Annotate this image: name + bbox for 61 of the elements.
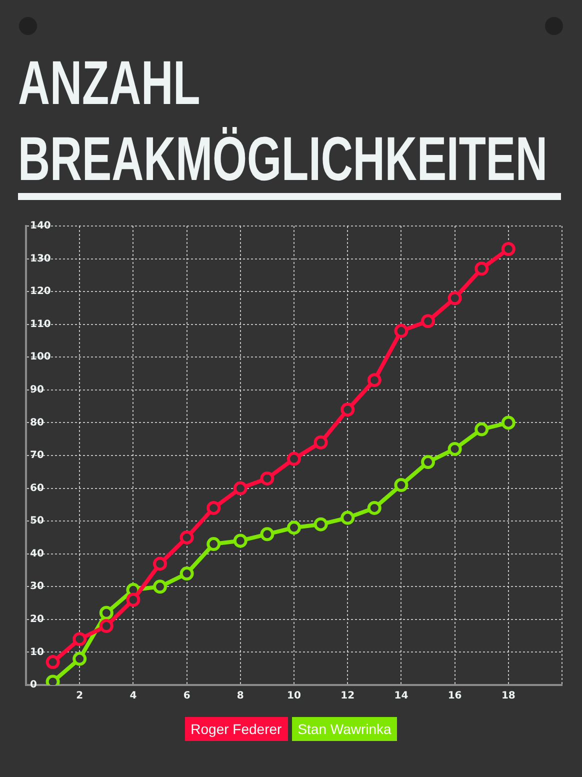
y-tick-label: 40 (30, 548, 44, 560)
x-tick-label: 2 (76, 690, 84, 702)
y-tick-label: 130 (30, 253, 51, 264)
point (153, 580, 167, 594)
point (367, 373, 382, 388)
y-tick-label: 140 (30, 220, 51, 232)
point (206, 500, 221, 515)
y-tick-label: 100 (30, 352, 51, 363)
y-tick-label: 120 (30, 286, 51, 298)
point (367, 500, 382, 515)
point (72, 632, 87, 646)
x-tick-label: 16 (448, 690, 462, 702)
point (340, 510, 355, 525)
point (340, 402, 355, 417)
point (394, 324, 408, 338)
y-tick-label: 20 (30, 614, 44, 626)
y-tick-label: 110 (30, 318, 51, 330)
point (233, 534, 248, 548)
point (501, 416, 516, 430)
y-tick-label: 30 (30, 581, 44, 592)
y-tick-label: 60 (30, 482, 44, 494)
y-tick-label: 80 (30, 417, 44, 428)
point (287, 520, 301, 535)
y-tick-label: 10 (30, 646, 44, 658)
point (126, 592, 140, 607)
point (421, 455, 435, 470)
point (260, 471, 274, 486)
x-tick-label: 8 (236, 690, 244, 702)
point (394, 478, 408, 492)
point (206, 537, 221, 552)
point (501, 242, 516, 256)
y-tick-label: 70 (30, 450, 44, 462)
point (233, 481, 248, 496)
point (421, 314, 435, 328)
x-tick-label: 18 (501, 690, 516, 702)
text: Roger Federer (184, 717, 288, 741)
x-tick-label: 12 (340, 690, 355, 702)
point (99, 606, 114, 620)
x-tick-label: 14 (394, 690, 408, 702)
point (99, 618, 114, 633)
text: Stan Wawrinka (292, 717, 398, 741)
y-tick-label: 90 (30, 384, 44, 396)
point (474, 422, 489, 436)
point (448, 442, 462, 456)
point (474, 262, 489, 276)
point (448, 291, 462, 306)
chart-title: ANZAHL BREAKMÖGLICHKEITEN (18, 48, 548, 196)
point (153, 556, 167, 571)
x-tick-label: 6 (183, 690, 190, 702)
point (314, 517, 328, 532)
y-tick-label: 0 (30, 680, 37, 691)
point (314, 435, 328, 450)
point (260, 527, 274, 542)
x-tick-label: 10 (287, 690, 301, 702)
point (46, 655, 60, 670)
x-tick-label: 4 (130, 690, 137, 702)
point (72, 652, 87, 666)
y-tick-label: 50 (30, 516, 44, 527)
point (287, 452, 301, 466)
point (180, 566, 194, 581)
point (180, 530, 194, 544)
